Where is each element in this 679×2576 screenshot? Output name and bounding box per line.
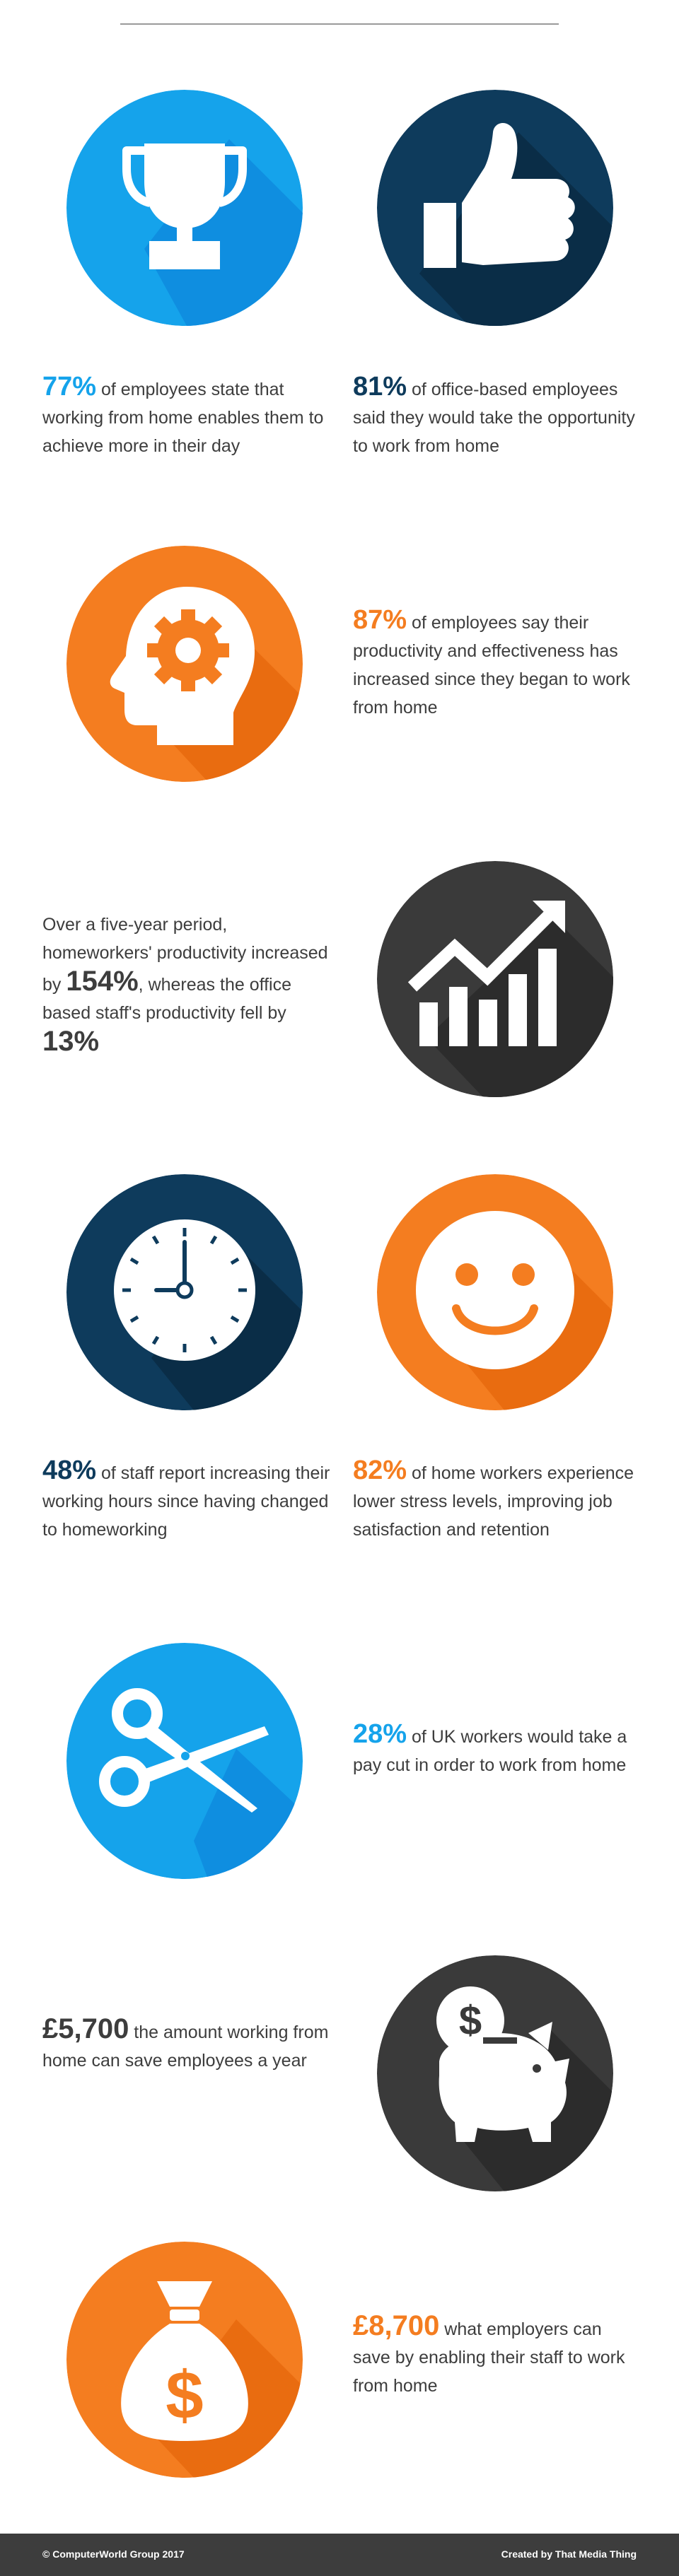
head-gear-icon xyxy=(66,546,303,782)
stat-achieve: 77% of employees state that working from… xyxy=(42,372,324,456)
credit-text: Created by That Media Thing xyxy=(501,2548,637,2560)
stat-five-year: Over a five-year period, homeworkers' pr… xyxy=(42,915,328,1057)
stat-employee-saving: £5,700 the amount working from home can … xyxy=(42,2013,329,2071)
stat-stress: 82% of home workers experience lower str… xyxy=(353,1456,634,1540)
stat-employer-saving: £8,700 what employers can save by enabli… xyxy=(353,2310,625,2396)
stat-productivity: 87% of employees say their productivity … xyxy=(353,605,630,718)
footer: © ComputerWorld Group 2017 Created by Th… xyxy=(0,2534,679,2576)
clock-icon xyxy=(66,1174,303,1410)
svg-text:$: $ xyxy=(166,2358,203,2433)
stat-take-opportunity: 81% of office-based employees said they … xyxy=(353,372,635,456)
growth-chart-icon xyxy=(377,861,613,1097)
copyright-text: © ComputerWorld Group 2017 xyxy=(42,2548,185,2560)
piggy-bank-icon: $ xyxy=(377,1955,613,2191)
smiley-icon xyxy=(377,1174,613,1410)
scissors-icon xyxy=(66,1643,303,1879)
top-divider xyxy=(120,23,559,25)
thumbs-up-icon xyxy=(377,90,613,326)
stat-hours: 48% of staff report increasing their wor… xyxy=(42,1456,330,1540)
money-bag-icon: $ xyxy=(66,2242,303,2478)
stat-pay-cut: 28% of UK workers would take a pay cut i… xyxy=(353,1719,627,1775)
trophy-icon xyxy=(66,90,303,326)
